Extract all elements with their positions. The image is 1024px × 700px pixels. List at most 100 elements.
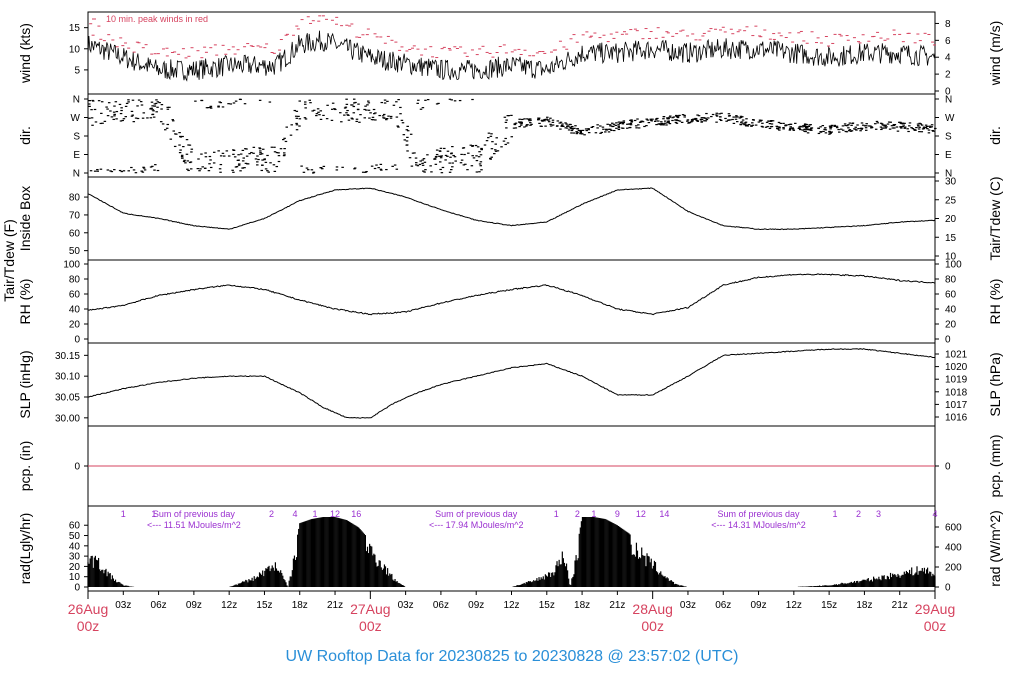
y-tick-label-right: 1016 bbox=[945, 413, 968, 424]
y-tick-label-left: 80 bbox=[69, 193, 81, 204]
y-tick-label-right: 15 bbox=[945, 233, 957, 244]
y-tick-label-right: 2 bbox=[945, 70, 951, 81]
panel-frame bbox=[87, 259, 936, 344]
rad-hour-marker: 1 bbox=[554, 509, 559, 519]
y-tick-label-left: 0 bbox=[74, 335, 80, 346]
rad-hour-marker: 16 bbox=[351, 509, 361, 519]
x-hour-label: 15z bbox=[539, 600, 555, 611]
rad-sum-header: Sum of previous day bbox=[435, 509, 518, 519]
rad-hour-marker: 1 bbox=[832, 509, 837, 519]
rad-hour-marker: 1 bbox=[591, 509, 596, 519]
y-tick-label-left: 20 bbox=[69, 320, 81, 331]
rad-hour-marker: 2 bbox=[575, 509, 580, 519]
x-hour-label: 06z bbox=[151, 600, 167, 611]
y-tick-label-right: 1020 bbox=[945, 362, 968, 373]
x-hour-label: 15z bbox=[256, 600, 272, 611]
y-tick-label-left: N bbox=[73, 95, 80, 106]
y-tick-label-right: 1021 bbox=[945, 350, 968, 361]
y-tick-label-right: 4 bbox=[945, 53, 951, 64]
rad-hour-marker: 12 bbox=[636, 509, 646, 519]
slp-trace bbox=[87, 348, 935, 419]
x-hour-label: 12z bbox=[786, 600, 802, 611]
x-hour-label: 03z bbox=[680, 600, 696, 611]
y-axis-label-left: RH (%) bbox=[17, 279, 33, 325]
y-tick-label-right: 1019 bbox=[945, 375, 968, 386]
rad-hour-marker: 14 bbox=[659, 509, 669, 519]
x-day-hour-label: 00z bbox=[924, 618, 947, 634]
y-tick-label-right: 1017 bbox=[945, 400, 968, 411]
y-tick-label-right: 400 bbox=[945, 543, 962, 554]
x-hour-label: 09z bbox=[468, 600, 484, 611]
x-day-date-label: 28Aug bbox=[632, 601, 672, 617]
y-tick-label-right: 200 bbox=[945, 563, 962, 574]
x-axis: 03z 06z 09z 12z 15z 18z 21z 03z 06z 09z 12z 15z 18z 2… bbox=[68, 591, 955, 634]
x-day-hour-label: 00z bbox=[359, 618, 382, 634]
rad-hour-marker: 9 bbox=[615, 509, 620, 519]
panel-pcp: 0 0 pcp. (in) pcp. (mm) bbox=[17, 425, 1003, 507]
y-tick-label-left: 10 bbox=[69, 572, 81, 583]
y-tick-label-right: 600 bbox=[945, 523, 962, 534]
y-tick-label-right: E bbox=[945, 150, 952, 161]
x-hour-label: 12z bbox=[221, 600, 237, 611]
y-tick-label-right: 6 bbox=[945, 36, 951, 47]
x-hour-label: 06z bbox=[715, 600, 731, 611]
panel-temp: 50 60 70 80 10 15 20 25 30 Tair/Tdew (F)Inside Bo… bbox=[1, 176, 1003, 301]
rad-hour-marker: 1 bbox=[151, 509, 156, 519]
y-tick-label-right: 25 bbox=[945, 195, 957, 206]
panel-frame bbox=[87, 93, 936, 178]
panel-rh: 0 20 40 60 80 100 0 20 40 60 80 100 RH (%) RH (%) bbox=[17, 259, 1003, 346]
y-tick-label-left: 60 bbox=[69, 228, 81, 239]
y-tick-label-left: 60 bbox=[69, 521, 81, 532]
rad-hour-marker: 1 bbox=[313, 509, 318, 519]
y-axis-label-left-sub: Inside Box bbox=[17, 186, 33, 251]
y-tick-label-left: 40 bbox=[69, 541, 81, 552]
y-tick-label-right: 10 bbox=[945, 252, 957, 263]
y-tick-label-right: 100 bbox=[945, 260, 962, 271]
y-axis-label-right: Tair/Tdew (C) bbox=[987, 176, 1003, 260]
y-axis-label-left: wind (kts) bbox=[17, 23, 33, 84]
y-tick-label-right: 40 bbox=[945, 305, 957, 316]
y-tick-label-left: 40 bbox=[69, 305, 81, 316]
y-tick-label-right: 0 bbox=[945, 335, 951, 346]
y-axis-label-right: RH (%) bbox=[987, 279, 1003, 325]
y-tick-label-left: 10 bbox=[69, 44, 81, 55]
x-day-date-label: 26Aug bbox=[68, 601, 108, 617]
y-tick-label-left: W bbox=[71, 113, 81, 124]
y-tick-label-right: S bbox=[945, 132, 952, 143]
y-tick-label-right: N bbox=[945, 169, 952, 180]
y-tick-label-right: 0 bbox=[945, 583, 951, 594]
x-hour-label: 15z bbox=[821, 600, 837, 611]
y-axis-label-right: rad (W/m^2) bbox=[987, 510, 1003, 587]
x-hour-label: 09z bbox=[750, 600, 766, 611]
y-tick-label-left: 5 bbox=[74, 65, 80, 76]
y-tick-label-left: S bbox=[73, 132, 80, 143]
y-axis-label-left: SLP (inHg) bbox=[17, 350, 33, 418]
rh-trace bbox=[87, 273, 936, 316]
y-tick-label-right: 30 bbox=[945, 177, 957, 188]
y-axis-label-left: Tair/Tdew (F) bbox=[1, 219, 17, 301]
y-axis-label-left: dir. bbox=[17, 126, 33, 145]
y-tick-label-left: 30.10 bbox=[55, 372, 80, 383]
x-hour-label: 12z bbox=[503, 600, 519, 611]
y-tick-label-left: 60 bbox=[69, 290, 81, 301]
panel-frame bbox=[87, 11, 936, 95]
x-day-date-label: 27Aug bbox=[350, 601, 390, 617]
rad-hour-marker: 4 bbox=[932, 509, 937, 519]
y-tick-label-right: 80 bbox=[945, 275, 957, 286]
y-tick-label-left: 30.00 bbox=[55, 413, 80, 424]
y-tick-label-left: 70 bbox=[69, 210, 81, 221]
x-hour-label: 03z bbox=[398, 600, 414, 611]
y-axis-label-right: SLP (hPa) bbox=[987, 352, 1003, 416]
y-tick-label-left: 0 bbox=[74, 583, 80, 594]
rad-sum-value: <--- 17.94 MJoules/m^2 bbox=[429, 520, 524, 530]
x-hour-label: 21z bbox=[327, 600, 343, 611]
x-day-hour-label: 00z bbox=[641, 618, 664, 634]
y-tick-label-right: 0 bbox=[945, 462, 951, 473]
temp-trace bbox=[87, 187, 936, 231]
x-day-date-label: 29Aug bbox=[915, 601, 955, 617]
rad-sum-value: <--- 11.51 MJoules/m^2 bbox=[147, 520, 241, 530]
